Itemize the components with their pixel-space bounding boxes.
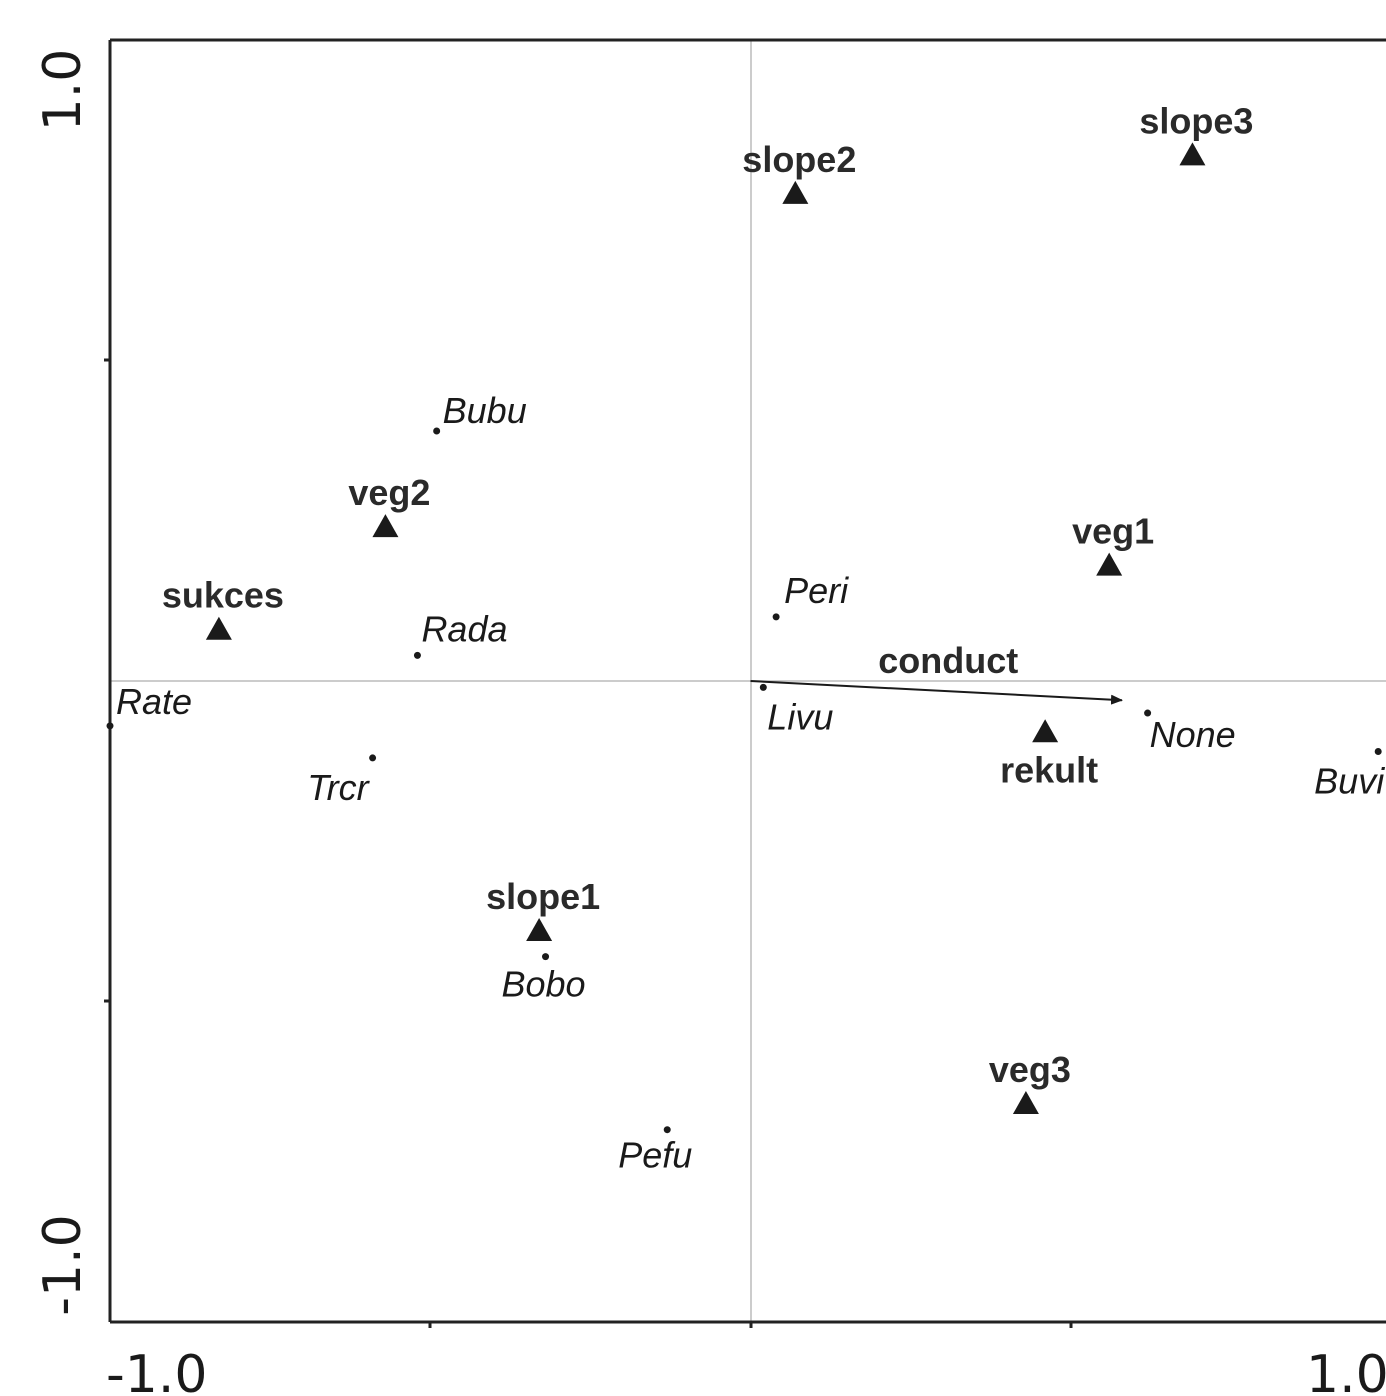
- species-point: [542, 953, 550, 961]
- centroid-triangle: [1096, 552, 1123, 576]
- species-label: Trcr: [307, 767, 370, 808]
- species-point: [1374, 748, 1382, 756]
- species-label: Rada: [421, 608, 507, 649]
- species-point: [369, 754, 377, 762]
- species-point: [663, 1126, 671, 1134]
- x-tick-label-min: -1.0: [106, 1345, 207, 1396]
- centroid-label: sukces: [162, 575, 284, 616]
- centroid-label: rekult: [1000, 749, 1098, 790]
- centroid-triangle: [205, 616, 232, 640]
- centroid-label: veg3: [989, 1049, 1071, 1090]
- species-point: [759, 683, 767, 691]
- species-point: [772, 613, 780, 621]
- species-label: None: [1150, 714, 1236, 755]
- species-point: [413, 651, 421, 659]
- y-tick-label-max: 1.0: [33, 49, 93, 132]
- centroid-label: veg1: [1072, 511, 1154, 552]
- centroid-triangle: [526, 917, 553, 941]
- species-point: [1144, 709, 1152, 717]
- species-point: [106, 722, 114, 730]
- species-label: Pefu: [618, 1135, 692, 1176]
- centroid-triangle: [1032, 719, 1059, 743]
- centroid-label: slope1: [486, 876, 600, 917]
- vector-label: conduct: [878, 640, 1018, 681]
- centroid-triangle: [372, 514, 399, 538]
- species-label: Peri: [784, 570, 849, 611]
- species-point: [433, 427, 441, 435]
- species-label: Livu: [767, 696, 833, 737]
- centroid-triangle: [1179, 142, 1206, 166]
- centroid-triangle: [1012, 1091, 1039, 1115]
- centroid-label: slope3: [1139, 100, 1253, 141]
- species-label: Bobo: [502, 964, 586, 1005]
- species-label: Rate: [116, 681, 192, 722]
- species-label: Bubu: [443, 390, 527, 431]
- centroid-triangle: [782, 180, 809, 204]
- y-tick-label-min: -1.0: [33, 1214, 93, 1315]
- vector-arrow: [750, 680, 1123, 705]
- species-label: Buvi: [1314, 761, 1385, 802]
- x-tick-label-max: 1.0: [1306, 1345, 1386, 1396]
- centroid-label: veg2: [348, 472, 430, 513]
- centroid-label: slope2: [742, 139, 856, 180]
